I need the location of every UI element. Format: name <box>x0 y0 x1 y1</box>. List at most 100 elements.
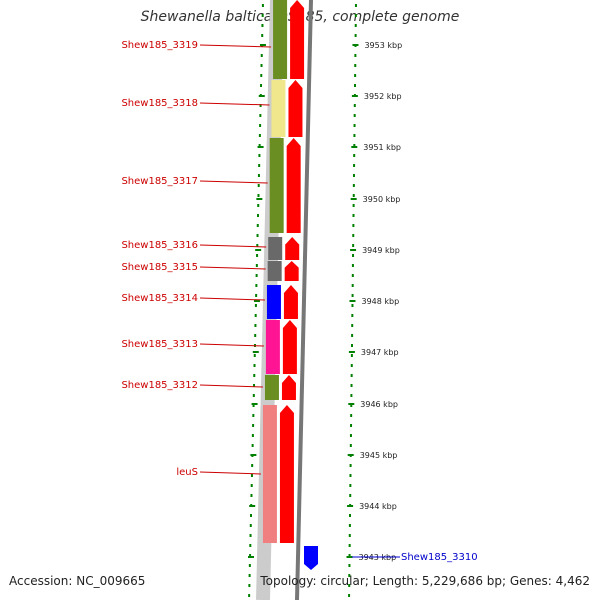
minor-tick <box>352 244 355 247</box>
minor-tick <box>248 584 251 587</box>
major-tick <box>255 249 262 251</box>
minor-tick <box>254 324 257 327</box>
minor-tick <box>252 404 255 407</box>
minor-tick <box>252 394 255 397</box>
minor-tick <box>253 374 256 377</box>
leader-line <box>199 244 267 248</box>
minor-tick <box>250 494 253 497</box>
minor-tick <box>252 424 255 427</box>
gene-labels: Shew185_3319 Shew185_3318 Shew185_3317 Shew… <box>121 40 477 563</box>
minor-tick <box>248 594 251 597</box>
minor-tick <box>354 74 357 77</box>
kbp-label: 3952 kbp <box>364 92 402 101</box>
minor-tick <box>350 384 353 387</box>
minor-tick <box>250 514 253 517</box>
cds-arrow <box>283 285 298 319</box>
major-tick <box>252 351 259 353</box>
minor-tick <box>256 244 259 247</box>
minor-tick <box>354 4 357 7</box>
gene-label: Shew185_3312 <box>121 380 198 391</box>
minor-tick <box>250 474 253 477</box>
reverse-gene-arrow <box>304 546 318 570</box>
minor-tick <box>261 34 264 37</box>
gene-label: Shew185_3317 <box>121 176 198 187</box>
minor-tick <box>248 564 251 567</box>
major-tick <box>251 403 258 405</box>
minor-tick <box>351 284 354 287</box>
kbp-label: 3951 kbp <box>363 143 401 152</box>
minor-tick <box>254 304 257 307</box>
major-tick <box>350 198 357 200</box>
major-tick <box>350 249 357 251</box>
cog-block <box>266 285 281 319</box>
minor-tick <box>354 24 357 27</box>
gene-label: Shew185_3310 <box>401 552 478 563</box>
minor-tick <box>348 584 351 587</box>
minor-tick <box>353 144 356 147</box>
cds-arrow <box>285 237 300 260</box>
minor-tick <box>349 494 352 497</box>
minor-tick <box>352 184 355 187</box>
minor-tick <box>254 314 257 317</box>
minor-tick <box>257 204 260 207</box>
major-tick <box>248 556 255 558</box>
minor-tick <box>348 544 351 547</box>
minor-tick <box>251 444 254 447</box>
minor-tick <box>349 474 352 477</box>
minor-tick <box>352 194 355 197</box>
minor-tick <box>350 404 353 407</box>
minor-tick <box>349 514 352 517</box>
gene-label: Shew185_3315 <box>121 262 198 273</box>
minor-tick <box>257 174 260 177</box>
minor-tick <box>351 274 354 277</box>
minor-tick <box>251 464 254 467</box>
accession-text: Accession: NC_009665 <box>9 574 146 588</box>
minor-tick <box>250 484 253 487</box>
cog-block <box>265 320 280 374</box>
major-tick <box>348 403 355 405</box>
leader-line <box>199 343 264 347</box>
minor-tick <box>351 314 354 317</box>
minor-tick <box>258 164 261 167</box>
minor-tick <box>256 234 259 237</box>
minor-tick <box>251 434 254 437</box>
leader-line <box>199 44 272 48</box>
minor-tick <box>257 194 260 197</box>
genome-summary: Topology: circular; Length: 5,229,686 bp… <box>260 574 590 588</box>
minor-tick <box>349 444 352 447</box>
minor-tick <box>254 334 257 337</box>
cog-block <box>269 138 284 233</box>
minor-tick <box>253 384 256 387</box>
minor-tick <box>352 204 355 207</box>
cds-arrow <box>284 261 299 281</box>
major-tick <box>249 505 256 507</box>
minor-tick <box>354 34 357 37</box>
kbp-label: 3946 kbp <box>360 400 398 409</box>
minor-tick <box>348 554 351 557</box>
minor-tick <box>352 224 355 227</box>
major-tick <box>258 95 265 97</box>
backbone-line <box>295 0 313 600</box>
minor-tick <box>252 414 255 417</box>
minor-tick <box>350 424 353 427</box>
minor-tick <box>253 354 256 357</box>
gene-label: leuS <box>176 467 198 478</box>
minor-tick <box>348 594 351 597</box>
major-tick <box>349 300 356 302</box>
gene-label: Shew185_3316 <box>121 240 198 251</box>
feature-tracks <box>262 0 318 570</box>
minor-tick <box>354 84 357 87</box>
minor-tick <box>258 134 261 137</box>
cds-arrow <box>281 375 296 400</box>
gene-label: Shew185_3313 <box>121 339 198 350</box>
gene-label: Shew185_3319 <box>121 40 198 51</box>
major-tick <box>257 146 264 148</box>
major-tick <box>352 44 359 46</box>
minor-tick <box>258 144 261 147</box>
cds-arrow <box>279 405 294 543</box>
minor-tick <box>255 274 258 277</box>
minor-tick <box>352 174 355 177</box>
minor-tick <box>353 114 356 117</box>
minor-tick <box>249 534 252 537</box>
